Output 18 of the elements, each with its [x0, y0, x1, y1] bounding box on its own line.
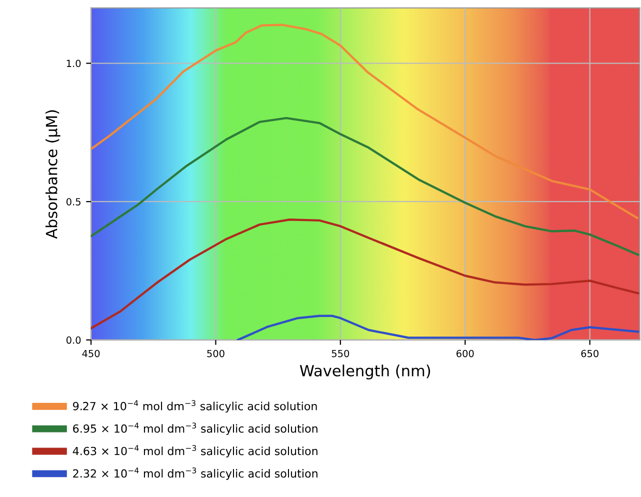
x-tick-label: 650	[581, 350, 598, 358]
line-series	[91, 24, 638, 220]
legend-label: 6.95 × 10$^{−4}$ mol dm$^{−3}$ salicylic acid solution	[73, 422, 318, 435]
line-series	[236, 314, 640, 340]
x-axis-title: Wavelength (nm)	[300, 364, 430, 380]
y-tick-label: 1.0	[66, 60, 81, 68]
legend-label: 2.32 × 10$^{−4}$ mol dm$^{−3}$ salicylic acid solution	[73, 467, 318, 480]
line-series	[91, 116, 640, 256]
line-series	[91, 218, 640, 330]
x-tick-label: 550	[332, 350, 350, 358]
x-tick-label: 600	[456, 350, 474, 358]
legend-label: 9.27 × 10$^{−4}$ mol dm$^{−3}$ salicylic acid solution	[73, 400, 317, 412]
y-tick-label: 0.5	[66, 198, 80, 206]
legend-label: 4.63 × 10$^{−4}$ mol dm$^{−3}$ salicylic acid solution	[72, 445, 318, 458]
y-tick-label: 0.0	[66, 336, 81, 344]
x-tick-label: 500	[207, 350, 224, 358]
x-tick-label: 450	[82, 350, 100, 358]
y-axis-title: Absorbance (μM)	[45, 110, 60, 239]
